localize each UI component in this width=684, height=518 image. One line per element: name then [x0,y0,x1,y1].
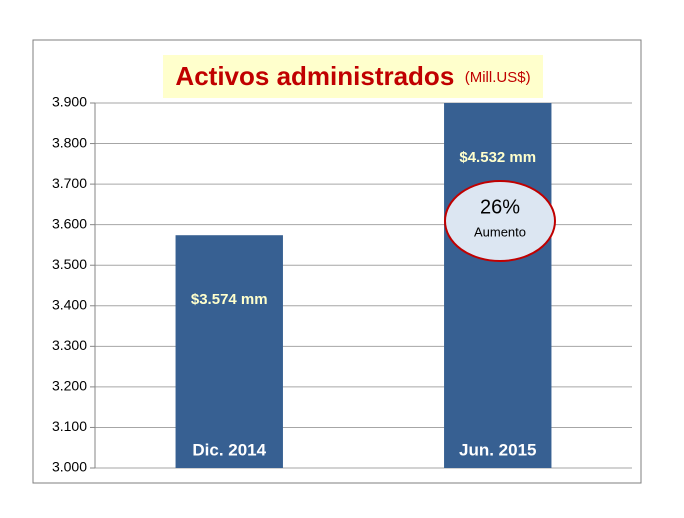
y-tick-label: 3.000 [52,459,87,475]
y-tick-label: 3.200 [52,378,87,394]
y-tick-label: 3.600 [52,215,87,231]
bar [444,103,552,468]
chart-title: Activos administrados [175,61,454,91]
chart-subtitle: (Mill.US$) [465,69,531,86]
data-label: $3.574 mm [191,291,268,308]
y-tick-label: 3.400 [52,296,87,312]
title-group: Activos administrados (Mill.US$) [175,61,530,91]
y-tick-label: 3.900 [52,94,87,110]
y-tick-label: 3.700 [52,175,87,191]
annotation: Aumento [474,224,526,239]
x-tick-label: Jun. 2015 [459,440,537,459]
y-tick-label: 3.500 [52,256,87,272]
y-tick-label: 3.300 [52,337,87,353]
x-tick-label: Dic. 2014 [192,440,266,459]
y-tick-label: 3.800 [52,134,87,150]
annotation-ellipse [444,180,556,262]
annotation: 26% [480,196,520,218]
title-background [163,55,543,98]
y-tick-label: 3.100 [52,418,87,434]
data-label: $4.532 mm [459,149,536,166]
bar [175,235,283,468]
